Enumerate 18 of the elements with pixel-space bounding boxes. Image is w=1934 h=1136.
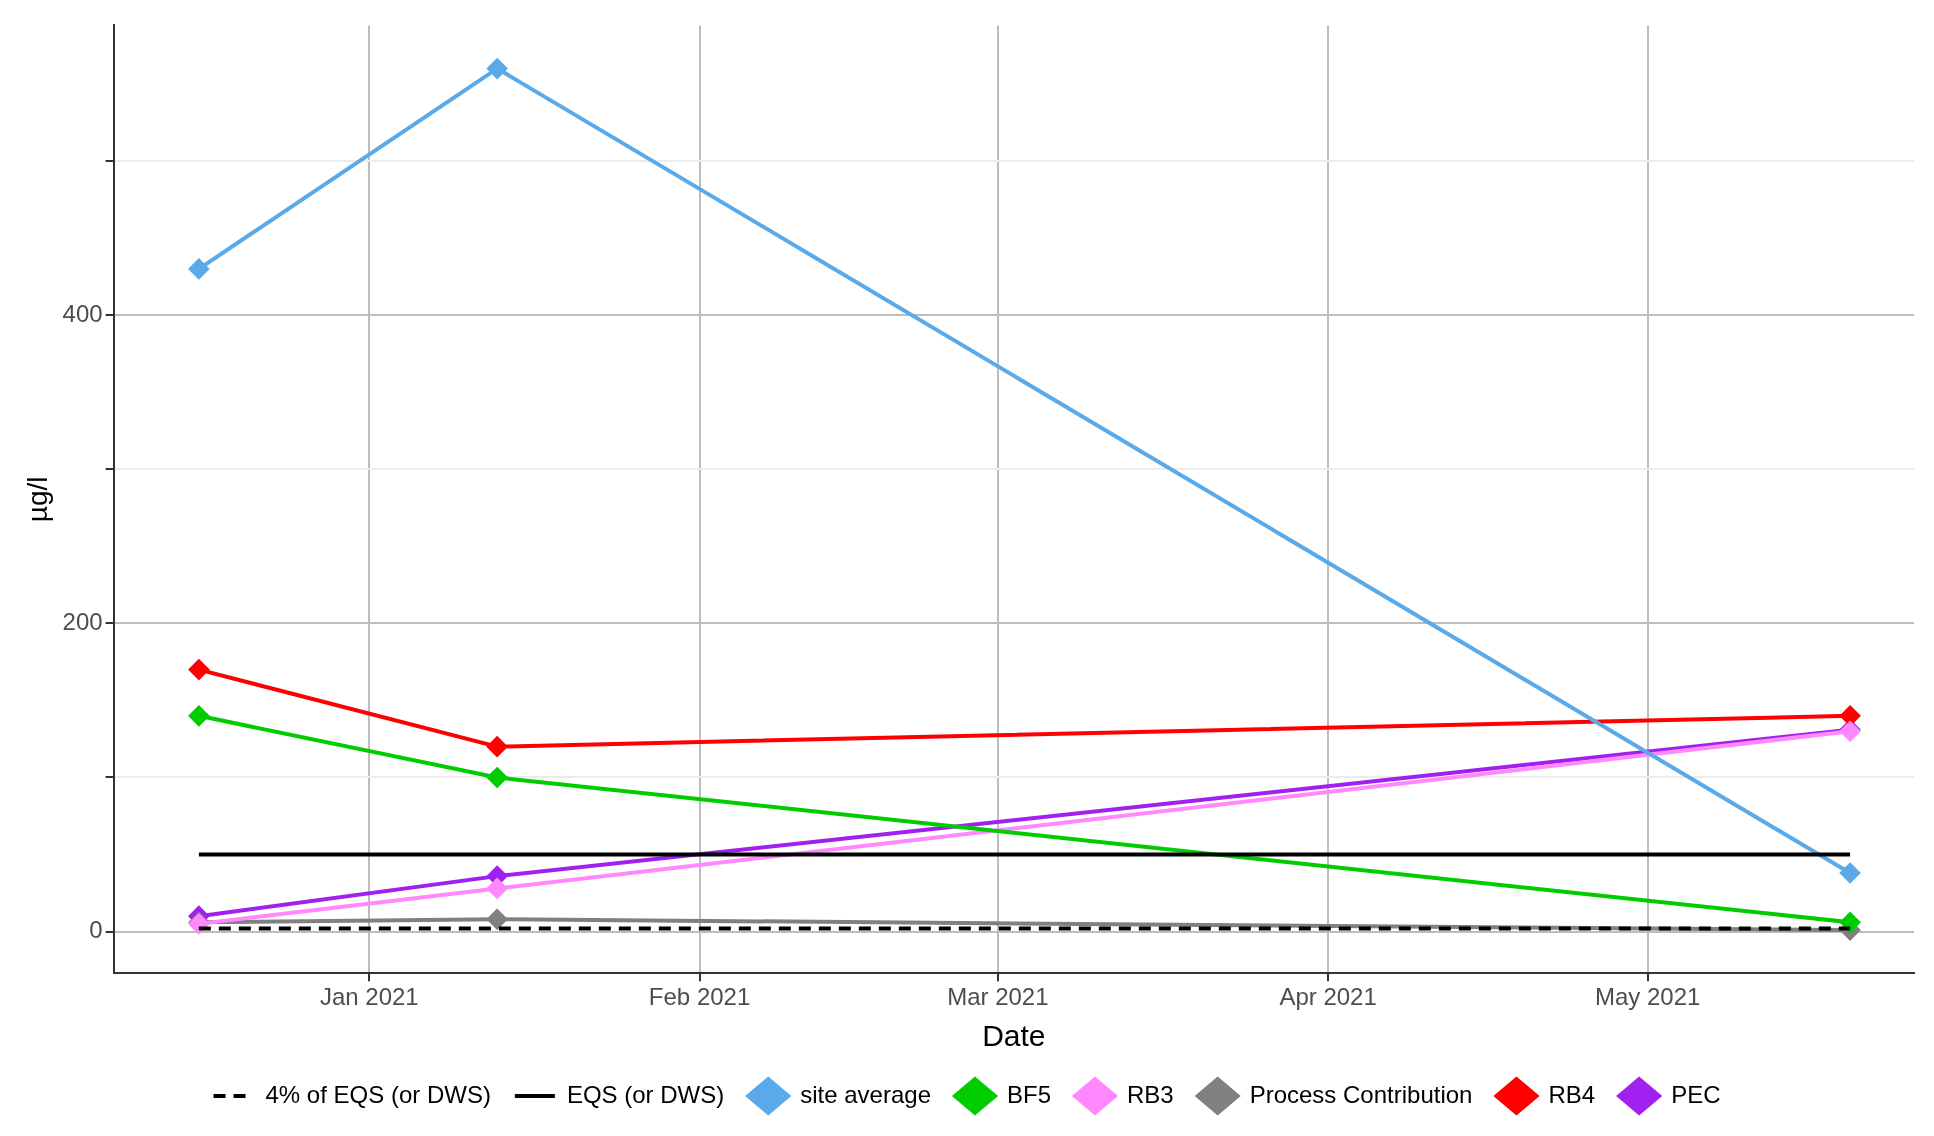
x-tick-label: Feb 2021	[648, 983, 751, 1011]
x-tick-label: Apr 2021	[1279, 983, 1377, 1011]
y-axis-title: µg/l	[21, 476, 53, 523]
legend-label: Process Contribution	[1249, 1080, 1473, 1108]
x-tick-label: Jan 2021	[319, 983, 419, 1011]
legend-label: EQS (or DWS)	[566, 1080, 725, 1108]
x-tick-label: Mar 2021	[947, 983, 1049, 1011]
legend-label: RB4	[1548, 1080, 1596, 1108]
y-tick-label: 0	[89, 916, 103, 944]
y-tick-label: 200	[62, 607, 103, 635]
legend-label: 4% of EQS (or DWS)	[265, 1080, 491, 1108]
legend-label: site average	[800, 1080, 931, 1108]
x-axis-title: Date	[982, 1019, 1046, 1053]
y-tick-label: 400	[62, 299, 103, 327]
legend-label: PEC	[1671, 1080, 1721, 1108]
x-tick-label: May 2021	[1594, 983, 1701, 1011]
legend-label: BF5	[1006, 1080, 1051, 1108]
legend-label: RB3	[1126, 1080, 1174, 1108]
